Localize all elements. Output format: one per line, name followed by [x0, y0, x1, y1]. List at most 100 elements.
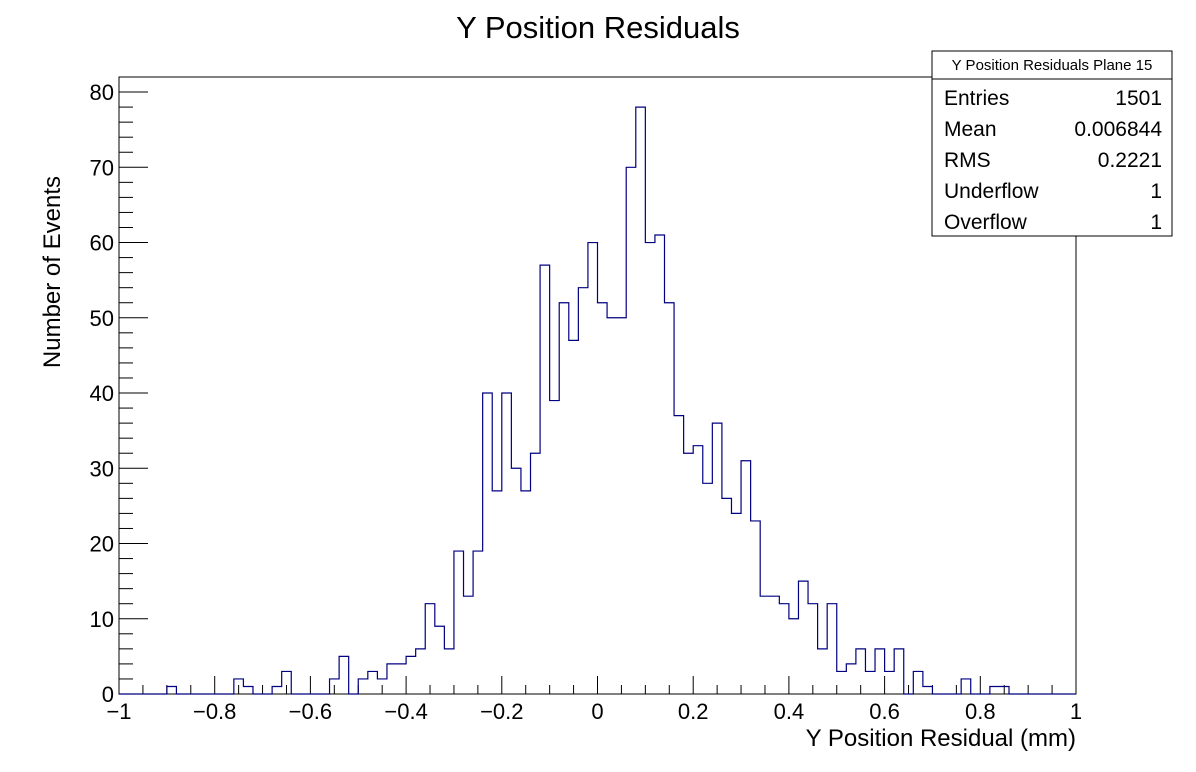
stats-value: 1	[1150, 211, 1162, 234]
stats-value: 0.006844	[1074, 118, 1162, 141]
histogram-bin	[243, 686, 253, 694]
histogram-bin	[559, 303, 569, 694]
stats-box-frame	[931, 50, 1173, 237]
histogram-bin	[406, 656, 416, 694]
x-tick-label: −0.6	[289, 699, 332, 724]
histogram-bin	[741, 461, 751, 694]
stats-rows: Entries 1501 Mean 0.006844 RMS 0.2221 Underflo…	[944, 87, 1162, 234]
histogram-bin	[808, 604, 818, 694]
histogram-bin	[990, 686, 1000, 694]
histogram-bin	[961, 679, 971, 694]
histogram-bin	[550, 401, 560, 694]
histogram-bin	[607, 318, 617, 694]
y-tick-label: 10	[90, 607, 114, 632]
stats-value: 0.2221	[1098, 149, 1162, 172]
histogram-bin	[913, 671, 923, 694]
histogram-bin	[655, 235, 665, 694]
y-tick-label: 40	[90, 381, 114, 406]
histogram-bin	[798, 581, 808, 694]
histogram-bin	[885, 671, 895, 694]
histogram-bin	[779, 604, 789, 694]
stats-label: Entries	[944, 87, 1009, 110]
y-axis-label: Number of Events	[39, 176, 66, 368]
histogram-bin	[358, 679, 368, 694]
histogram-bin	[712, 423, 722, 694]
histogram-bin	[731, 513, 741, 694]
stats-label: Overflow	[944, 211, 1028, 234]
histogram-bin	[818, 649, 828, 694]
histogram-bin	[751, 521, 761, 694]
x-axis: −1 −0.8 −0.6 −0.4 −0.2 0 0.2 0.4 0.6 0.8 1	[106, 676, 1082, 724]
histogram-bin	[454, 551, 464, 694]
histogram-bin	[339, 656, 349, 694]
histogram-bin	[444, 649, 454, 694]
histogram-bin	[789, 619, 799, 694]
histogram-bin	[569, 340, 579, 694]
x-tick-label: 1	[1070, 699, 1082, 724]
histogram-bin	[435, 626, 445, 694]
histogram-bin	[722, 498, 732, 694]
stats-value: 1	[1150, 180, 1162, 203]
histogram-bin	[425, 604, 435, 694]
histogram-bin	[645, 243, 655, 694]
histogram-bin	[875, 649, 885, 694]
histogram-bin	[473, 551, 483, 694]
histogram-bin	[511, 468, 521, 694]
histogram-bin	[167, 686, 177, 694]
histogram-bin	[502, 393, 512, 694]
histogram-bin	[464, 596, 474, 694]
stats-label: RMS	[944, 149, 991, 172]
histogram-bin	[703, 483, 713, 694]
x-tick-label: −0.8	[193, 699, 236, 724]
y-tick-label: 30	[90, 456, 114, 481]
histogram-bin	[626, 167, 636, 694]
x-tick-label: 0.8	[965, 699, 996, 724]
histogram-outline	[119, 106, 1076, 695]
x-tick-label: 0.4	[774, 699, 805, 724]
histogram-bin	[760, 596, 770, 694]
histogram-bin	[540, 265, 550, 694]
histogram-bin	[578, 288, 588, 694]
histogram-bin	[588, 243, 598, 694]
x-tick-label: −1	[106, 699, 131, 724]
histogram-bin	[521, 491, 531, 694]
x-tick-label: −0.2	[480, 699, 523, 724]
histogram-bin	[272, 686, 282, 694]
histogram-bin	[770, 596, 780, 694]
stats-box: Y Position Residuals Plane 15 Entries 150…	[931, 50, 1173, 237]
y-tick-label: 20	[90, 532, 114, 557]
stats-label: Underflow	[944, 180, 1039, 203]
histogram-bin	[674, 416, 684, 694]
histogram-bin	[827, 604, 837, 694]
histogram-bin	[846, 664, 856, 694]
histogram-bin	[531, 453, 541, 694]
y-tick-label: 80	[90, 80, 114, 105]
y-tick-label: 0	[102, 682, 114, 707]
histogram-bin	[598, 303, 608, 694]
histogram-bin	[368, 671, 378, 694]
histogram-bin	[617, 318, 627, 694]
histogram-bin	[693, 446, 703, 694]
histogram-bin	[416, 649, 426, 694]
histogram-bin	[483, 393, 493, 694]
stats-value: 1501	[1115, 87, 1162, 110]
histogram-bin	[684, 453, 694, 694]
histogram-bin	[397, 664, 407, 694]
histogram-bin	[664, 303, 674, 694]
x-tick-label: 0.6	[869, 699, 900, 724]
x-tick-label: −0.4	[384, 699, 427, 724]
x-axis-label: Y Position Residual (mm)	[806, 725, 1076, 752]
chart-title: Y Position Residuals	[456, 10, 740, 45]
histogram-bin	[837, 671, 847, 694]
y-axis: 0 10 20 30 40 50 60 70 80	[90, 76, 148, 707]
histogram-bin	[923, 686, 933, 694]
x-tick-label: 0.2	[678, 699, 709, 724]
y-tick-label: 60	[90, 231, 114, 256]
stats-label: Mean	[944, 118, 997, 141]
histogram-bin	[636, 107, 646, 694]
y-tick-label: 50	[90, 306, 114, 331]
y-tick-label: 70	[90, 155, 114, 180]
histogram-bins	[167, 107, 1009, 694]
stats-box-title: Y Position Residuals Plane 15	[952, 57, 1153, 74]
